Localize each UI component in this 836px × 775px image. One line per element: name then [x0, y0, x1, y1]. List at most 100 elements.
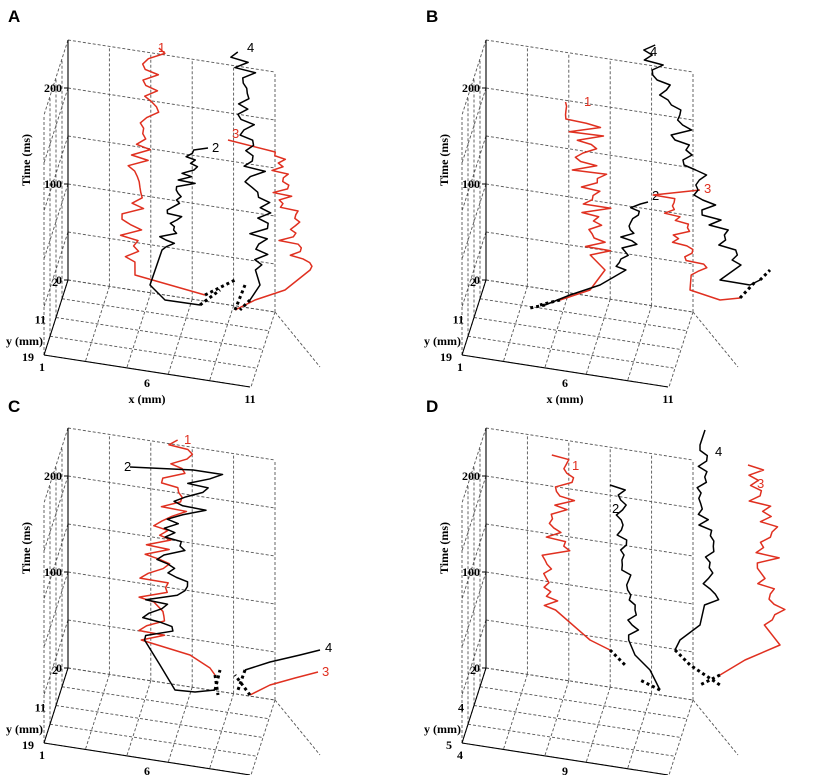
trace-label-4: 4 [325, 640, 332, 655]
y-tick-label: 2 [470, 275, 476, 289]
trace-label-4: 4 [650, 44, 657, 59]
trace-label-3: 3 [232, 126, 239, 141]
trace-dashed-segment-1 [204, 278, 236, 297]
gridline [61, 686, 270, 720]
gridline [84, 286, 110, 362]
gridline [43, 523, 69, 600]
trace-dashed-segment-2 [199, 288, 221, 307]
gridline [67, 619, 276, 653]
gridline [209, 305, 235, 381]
gridline [467, 335, 676, 369]
x-axis-line [43, 742, 251, 775]
gridline [479, 298, 688, 332]
gridline [461, 135, 487, 212]
y-tick-label: 5 [446, 738, 452, 752]
gridlines [461, 39, 739, 388]
gridline [485, 571, 694, 605]
gridline [55, 705, 264, 738]
gridline [49, 335, 258, 369]
gridlines [461, 427, 739, 775]
gridline [461, 619, 487, 696]
y-axis-title: y (mm) [6, 334, 43, 348]
x-axis-title: x (mm) [129, 392, 166, 406]
gridline [502, 674, 528, 750]
y-tick-label: 2 [470, 663, 476, 677]
gridline [485, 279, 694, 313]
gridline [43, 427, 69, 504]
trace-label-4: 4 [247, 40, 254, 55]
z-tick-label: 200 [462, 81, 480, 95]
z-axis-title: Time (ms) [437, 134, 451, 186]
y-axis-title: y (mm) [6, 722, 43, 736]
panel-letter: C [8, 397, 20, 416]
trace-line-1 [138, 439, 216, 676]
y-axis-title: y (mm) [424, 722, 461, 736]
trace-dashed-segment-4 [758, 268, 772, 282]
gridline [43, 475, 69, 552]
trace-label-1: 1 [158, 40, 165, 55]
gridline [479, 686, 688, 720]
panel-C: C0100200161121119Time (ms)x (mm)y (mm)12… [6, 397, 332, 775]
x-axis-line [461, 742, 669, 775]
panel-letter: D [426, 397, 438, 416]
trace-line-4 [674, 429, 720, 651]
gridline [209, 693, 235, 769]
x-tick-label: 11 [244, 392, 255, 406]
gridline [67, 231, 276, 265]
gridline [485, 39, 694, 73]
gridline [627, 693, 653, 769]
gridline [67, 135, 276, 169]
gridline [692, 311, 739, 368]
trace-line-3 [652, 189, 741, 301]
trace-line-2 [149, 147, 209, 306]
z-axis-title: Time (ms) [19, 522, 33, 574]
gridline [485, 427, 694, 461]
trace-dashed-segment-2 [529, 303, 546, 310]
gridline [461, 571, 487, 648]
gridline [250, 699, 276, 775]
trace-dashed-segment-3 [233, 284, 247, 311]
gridline [627, 305, 653, 381]
gridline [126, 680, 152, 756]
gridline [461, 523, 487, 600]
trace-line-4 [643, 44, 761, 286]
axes-frame [43, 40, 251, 388]
x-axis-title: x (mm) [547, 392, 584, 406]
axes-frame [461, 428, 669, 775]
trace-label-3: 3 [704, 181, 711, 196]
trace-dashed-segment-4 [673, 648, 721, 687]
trace-label-2: 2 [612, 501, 619, 516]
trace-line-2 [129, 466, 224, 693]
x-axis-line [43, 354, 251, 388]
trace-label-3: 3 [322, 664, 329, 679]
x-tick-label: 6 [144, 764, 150, 775]
gridline [485, 475, 694, 509]
x-axis-line [461, 354, 669, 388]
trace-label-4: 4 [715, 444, 722, 459]
gridline [43, 87, 69, 164]
y-axis-line [43, 279, 69, 356]
gridline [274, 699, 321, 756]
gridline [585, 299, 611, 375]
y-tick-label: 19 [22, 350, 34, 364]
gridline [485, 667, 694, 701]
y-axis-line [461, 279, 487, 356]
x-tick-label: 1 [39, 360, 45, 374]
gridline [67, 183, 276, 217]
z-tick-label: 0 [56, 661, 62, 675]
x-tick-label: 6 [562, 376, 568, 390]
gridline [49, 723, 258, 757]
gridline [43, 39, 69, 116]
trace-line-1 [119, 47, 206, 296]
trace-line-3 [227, 139, 313, 311]
gridline [250, 311, 276, 388]
x-tick-label: 1 [39, 748, 45, 762]
trace-line-3 [249, 671, 319, 696]
z-axis-title: Time (ms) [437, 522, 451, 574]
trace-dashed-segment-2 [639, 678, 661, 692]
